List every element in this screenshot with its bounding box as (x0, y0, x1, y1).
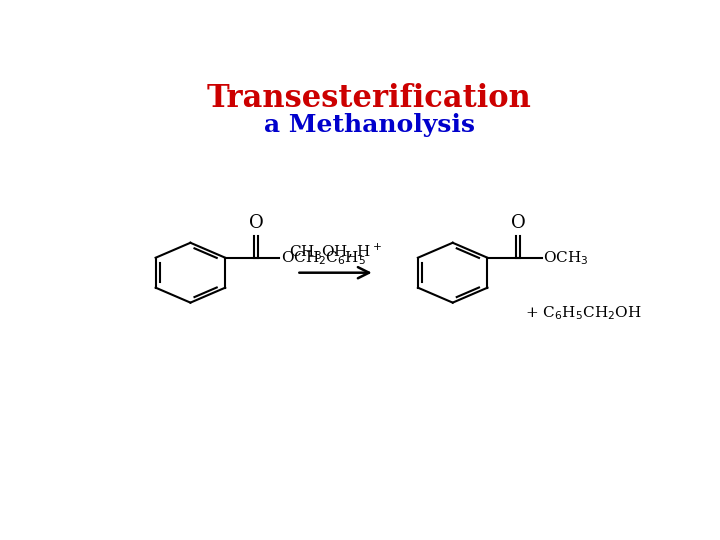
Text: + C$_6$H$_5$CH$_2$OH: + C$_6$H$_5$CH$_2$OH (525, 304, 642, 322)
Text: OCH$_2$C$_6$H$_5$: OCH$_2$C$_6$H$_5$ (281, 249, 366, 267)
Text: O: O (510, 214, 526, 232)
Text: Transesterification: Transesterification (207, 83, 531, 113)
Text: CH$_3$OH, H$^+$: CH$_3$OH, H$^+$ (289, 241, 382, 261)
Text: a Methanolysis: a Methanolysis (264, 113, 474, 137)
Text: OCH$_3$: OCH$_3$ (544, 249, 589, 267)
Text: O: O (248, 214, 264, 232)
